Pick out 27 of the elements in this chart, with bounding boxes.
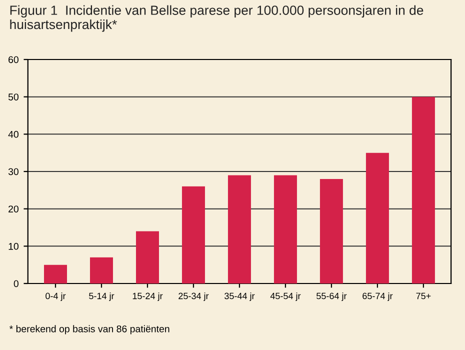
bar xyxy=(274,175,297,284)
y-tick-label: 30 xyxy=(8,168,18,176)
x-tick-label: 0-4 jr xyxy=(46,292,66,301)
bar xyxy=(136,231,159,284)
x-tick-label: 35-44 jr xyxy=(224,292,255,301)
y-tick-label: 0 xyxy=(14,280,18,288)
y-tick-label: 10 xyxy=(8,242,18,250)
y-tick-label: 60 xyxy=(8,56,18,64)
x-tick-label: 5-14 jr xyxy=(89,292,114,301)
y-tick-label: 40 xyxy=(8,130,18,138)
bar xyxy=(228,175,251,284)
x-tick-label: 25-34 jr xyxy=(178,292,209,301)
y-tick-label: 20 xyxy=(8,206,18,212)
bar xyxy=(90,257,113,284)
bar xyxy=(320,178,343,284)
bar xyxy=(44,264,67,284)
chart-title: Figuur 1 Incidentie van Bellse parese per 100.000 persoonsjaren in de huisartsenpraktijk* xyxy=(10,5,424,32)
bar xyxy=(182,186,205,284)
y-tick-label: 50 xyxy=(8,94,18,100)
text: * berekend op basis van 86 patiënten xyxy=(9,325,170,334)
x-tick-label: 65-74 jr xyxy=(362,292,393,301)
x-tick-label: 15-24 jr xyxy=(132,292,163,301)
bar xyxy=(366,152,389,284)
x-tick-label: 55-64 jr xyxy=(316,292,347,301)
bar xyxy=(412,96,435,284)
x-tick-label: 45-54 jr xyxy=(270,292,301,301)
x-tick-label: 75+ xyxy=(416,292,431,300)
